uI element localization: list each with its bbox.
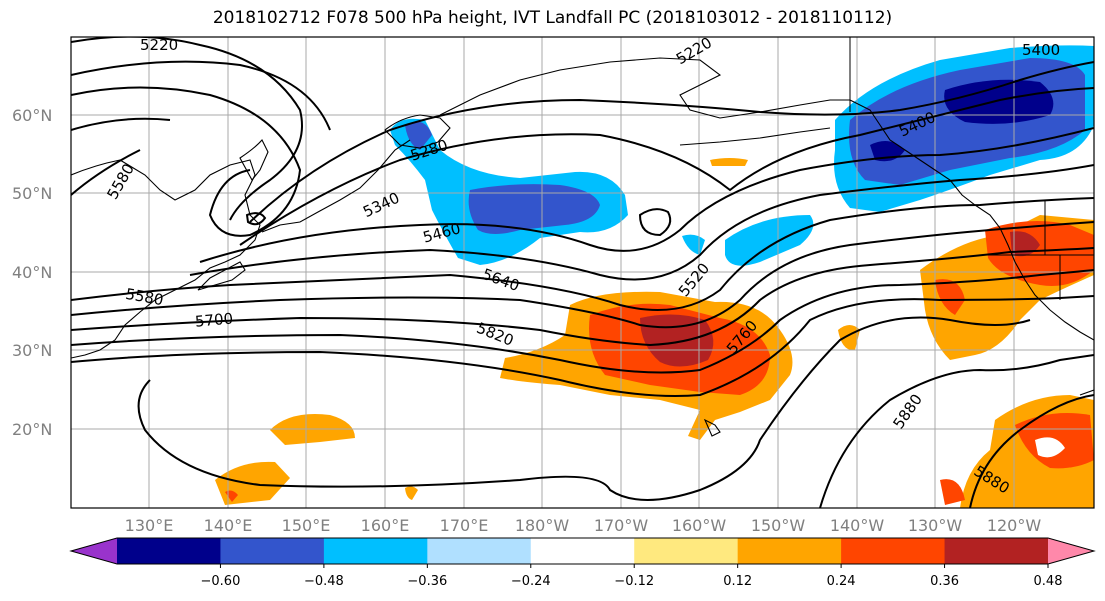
shaded-negative-regions [390,45,1094,266]
lat-label: 20°N [12,420,52,439]
political-borders [849,37,1094,300]
map-border [70,36,1095,509]
coastlines [71,57,1094,437]
red-patch-coast [935,279,965,315]
coast-mexico [1079,389,1094,396]
lat-label: 60°N [12,106,52,125]
contour-closed-small [638,208,672,237]
lon-label: 170°E [440,516,489,535]
latitude-labels: 60°N 50°N 40°N 30°N 20°N [12,106,52,439]
contour-5640 [71,221,1094,329]
white-hole-subtropics [1035,437,1065,458]
coast-east-asia [71,159,261,359]
colorbar-ticks: −0.60 −0.48 −0.36 −0.24 −0.12 0.12 0.24 0.36 0.4… [201,564,1063,589]
contour-5760 [71,269,1094,374]
lon-label: 180°W [515,516,570,535]
contour-5820 [71,295,1094,397]
contour-5580-c [71,149,141,196]
contour-label: 5400 [1022,41,1060,59]
contour-5700 [71,247,1094,347]
coast-kamchatka [384,114,451,149]
lon-label: 130°W [908,516,963,535]
colorbar-tick-label: −0.60 [201,574,241,589]
coast-hawaii [703,418,721,437]
colorbar-tick-label: 0.48 [1034,574,1063,589]
colorbar-segment [117,538,221,564]
lon-label: 130°E [125,516,174,535]
lat-label: 40°N [12,263,52,282]
dark-blue-westpac [468,184,600,234]
contour-closed-low [245,212,267,226]
colorbar-segment [220,538,325,564]
lon-label: 160°W [672,516,727,535]
lon-label: 140°W [830,516,885,535]
colorbar-tick-label: 0.24 [827,574,856,589]
lat-label: 50°N [12,184,52,203]
coast-kurils [261,139,411,233]
orange-streak-bering [710,158,748,166]
colorbar-segments [117,538,1049,564]
red-patch-south [940,479,965,505]
orange-dot-south [405,486,418,500]
dark-red-core-coast [1010,231,1040,257]
colorbar-segment [427,538,532,564]
colorbar-tick-label: 0.12 [723,574,752,589]
colorbar-extend-high [1048,538,1094,564]
colorbar-tick-label: 0.36 [930,574,959,589]
lon-label: 120°W [987,516,1042,535]
navy-core-alaska [944,79,1054,124]
colorbar-segment [737,538,842,564]
contour-5280 [249,61,1094,223]
contour-5580-b [71,117,171,131]
lon-label: 150°E [282,516,331,535]
colorbar-tick-label: −0.12 [614,574,654,589]
contour-5520 [189,164,1094,281]
colorbar-tick-label: −0.36 [407,574,447,589]
contour-5580 [71,197,1094,311]
colorbar-segment [530,538,635,564]
contour-5340 [239,87,1094,246]
lat-label: 30°N [12,341,52,360]
dark-blue-kamchatka [405,121,432,150]
lon-label: 150°W [751,516,806,535]
coast-aleutians [679,127,831,146]
lon-label: 140°E [204,516,253,535]
lon-label: 170°W [594,516,649,535]
contour-5460 [199,127,1094,263]
colorbar-extend-low [71,538,117,564]
colorbar-segment [634,538,739,564]
colorbar-segment [841,538,946,564]
contour-5880 [137,316,1031,501]
colorbar-segment [944,538,1049,564]
colorbar-tick-label: −0.48 [304,574,344,589]
colorbar-tick-label: −0.24 [511,574,551,589]
contour-5880-south [969,394,1094,508]
contour-label: 5220 [140,36,178,54]
lon-label: 160°E [361,516,410,535]
longitude-labels: 130°E 140°E 150°E 160°E 170°E 180°W 170°… [125,516,1042,535]
height-contours [71,37,1094,508]
graticule [71,37,1094,508]
contour-label: 5700 [194,309,234,330]
blue-patch-pacific [725,215,814,266]
colorbar: −0.60 −0.48 −0.36 −0.24 −0.12 0.12 0.24 0.36 0.4… [69,537,1096,589]
colorbar-outline [69,537,1096,565]
contour-5280-a [71,60,331,131]
coast-chukotka [439,57,850,119]
coast-north-america [849,99,1094,341]
coast-sakhalin [239,139,269,181]
map-title: 2018102712 F078 500 hPa height, IVT Land… [212,8,893,28]
colorbar-segment [323,538,428,564]
contour-5880-east [819,354,1094,508]
